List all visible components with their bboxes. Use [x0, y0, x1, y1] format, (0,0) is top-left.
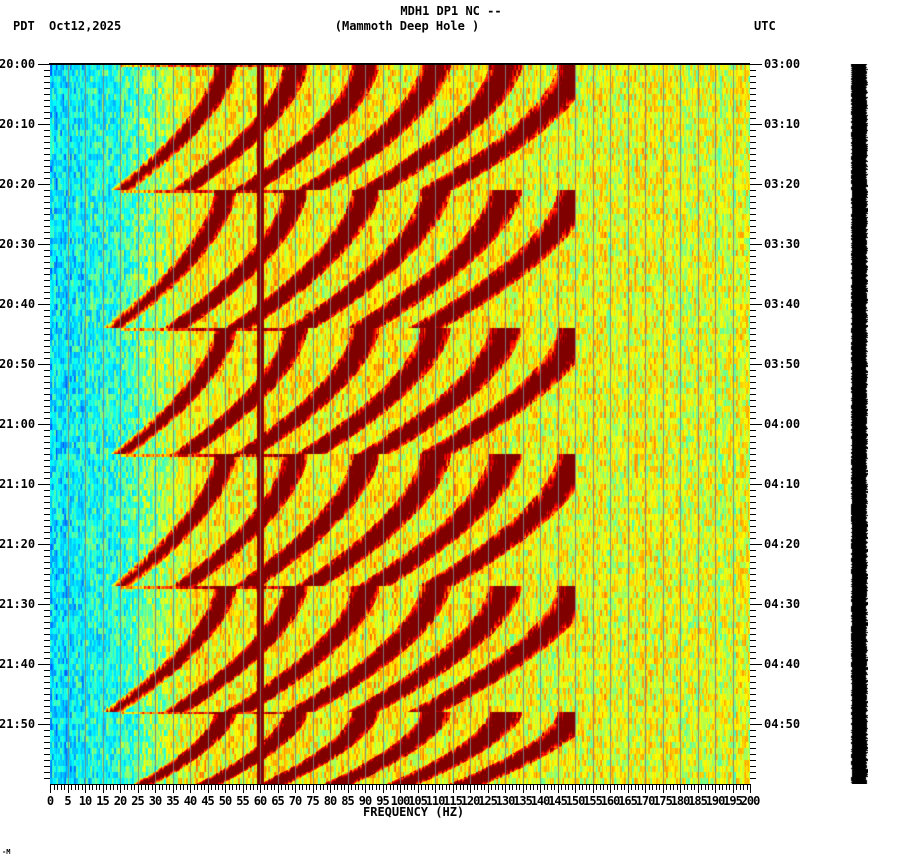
x-tick-label: 150 [565, 794, 586, 808]
y-tick-label-utc: 03:20 [764, 177, 801, 191]
x-tick-label: 110 [425, 794, 446, 808]
x-tick-label: 90 [358, 794, 372, 808]
y-tick-label-pdt: 21:20 [0, 537, 36, 551]
x-tick-label: 155 [583, 794, 603, 808]
y-tick-label-utc: 04:50 [764, 717, 801, 731]
left-timezone-label: PDT [13, 19, 35, 33]
x-tick-label: 180 [670, 794, 691, 808]
x-tick-label: 50 [218, 794, 232, 808]
y-tick-label-utc: 04:10 [764, 477, 801, 491]
x-tick-label: 40 [183, 794, 197, 808]
x-tick-label: 85 [341, 794, 354, 808]
spectrogram-plot [50, 64, 750, 784]
x-tick-label: 105 [408, 794, 428, 808]
x-tick-label: 70 [288, 794, 302, 808]
x-tick-label: 160 [600, 794, 621, 808]
x-tick-label: 195 [723, 794, 743, 808]
x-tick-label: 80 [323, 794, 337, 808]
x-tick-label: 100 [390, 794, 411, 808]
y-tick-label-pdt: 21:40 [0, 657, 36, 671]
y-tick-label-utc: 03:50 [764, 357, 801, 371]
x-tick-label: 125 [478, 794, 498, 808]
y-tick-label-pdt: 20:50 [0, 357, 36, 371]
y-tick-label-pdt: 20:10 [0, 117, 36, 131]
x-tick-label: 190 [705, 794, 726, 808]
x-tick-label: 25 [131, 794, 144, 808]
y-tick-label-utc: 03:00 [764, 57, 801, 71]
y-tick-label-utc: 03:40 [764, 297, 801, 311]
x-tick-label: 200 [740, 794, 761, 808]
station-name: (Mammoth Deep Hole ) [334, 19, 480, 33]
y-tick-label-utc: 04:30 [764, 597, 801, 611]
x-tick-label: 35 [166, 794, 179, 808]
y-tick-label-pdt: 21:30 [0, 597, 36, 611]
x-tick-label: 140 [530, 794, 551, 808]
x-tick-label: 165 [618, 794, 638, 808]
x-tick-label: 30 [148, 794, 162, 808]
x-tick-label: 185 [688, 794, 708, 808]
y-tick-label-pdt: 20:00 [0, 57, 36, 71]
x-tick-label: 135 [513, 794, 533, 808]
y-tick-label-utc: 04:20 [764, 537, 801, 551]
x-tick-label: 20 [113, 794, 127, 808]
station-title: MDH1 DP1 NC -- [400, 4, 502, 18]
amplitude-bar [850, 64, 868, 784]
y-tick-label-pdt: 20:20 [0, 177, 36, 191]
x-tick-label: 115 [443, 794, 463, 808]
x-tick-label: 55 [236, 794, 249, 808]
y-tick-label-pdt: 21:50 [0, 717, 36, 731]
x-tick-label: 60 [253, 794, 267, 808]
y-tick-label-pdt: 20:40 [0, 297, 36, 311]
y-tick-label-pdt: 20:30 [0, 237, 36, 251]
y-tick-label-utc: 04:00 [764, 417, 801, 431]
x-tick-label: 75 [306, 794, 319, 808]
x-tick-label: 120 [460, 794, 481, 808]
x-tick-label: 10 [78, 794, 92, 808]
x-tick-label: 15 [96, 794, 109, 808]
x-tick-label: 45 [201, 794, 214, 808]
y-tick-label-utc: 03:30 [764, 237, 801, 251]
x-tick-label: 145 [548, 794, 568, 808]
x-tick-label: 5 [64, 794, 71, 808]
right-timezone-label: UTC [754, 19, 776, 33]
y-tick-label-utc: 04:40 [764, 657, 801, 671]
y-tick-label-utc: 03:10 [764, 117, 801, 131]
spectrogram-image [50, 64, 750, 784]
x-tick-label: 0 [46, 794, 54, 808]
x-tick-label: 170 [635, 794, 656, 808]
x-tick-label: 130 [495, 794, 516, 808]
x-tick-label: 175 [653, 794, 673, 808]
corner-mark: -M [2, 848, 11, 856]
y-tick-label-pdt: 21:00 [0, 417, 36, 431]
x-axis-label: FREQUENCY (HZ) [363, 805, 465, 819]
x-tick-label: 95 [376, 794, 389, 808]
y-tick-label-pdt: 21:10 [0, 477, 36, 491]
x-tick-label: 65 [271, 794, 284, 808]
date-label: Oct12,2025 [49, 19, 122, 33]
